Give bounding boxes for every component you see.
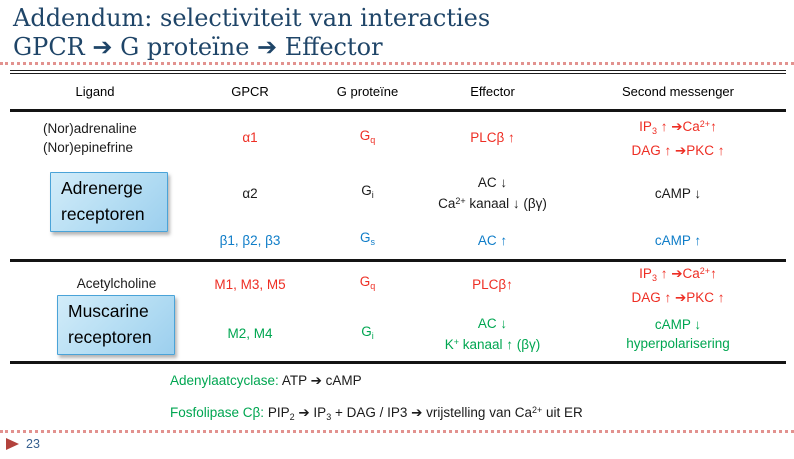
cell-secondmessenger-camp-down: cAMP ↓ [654, 185, 702, 201]
adrenerge-receptoren-box: Adrenerge receptoren [50, 172, 168, 232]
slide-title: Addendum: selectiviteit van interacties [13, 4, 491, 32]
table-row: (Nor)adrenaline (Nor)epinefrine α1 Gq PLC… [10, 110, 786, 164]
col-header-effector: Effector [470, 83, 515, 99]
cell-ligand-acetylcholine: Acetylcholine Muscarine receptoren [10, 260, 180, 363]
cell-gprotein-gi-musc: Gi [361, 323, 374, 341]
note-adenylaatcyclase: Adenylaatcyclase: ATP ➔ cAMP [170, 373, 362, 388]
cell-effector-ac-ca-kanaal: AC ↓ Ca2+ kanaal ↓ (βγ) [438, 175, 547, 211]
ligand-acetylcholine-label: Acetylcholine [76, 275, 157, 291]
col-header-gpcr: GPCR [231, 83, 269, 99]
cell-gpcr-alpha1: α1 [242, 130, 258, 146]
cell-gprotein-gq-musc: Gq [359, 274, 376, 291]
muscarine-receptoren-box: Muscarine receptoren [57, 294, 175, 355]
cell-ligand-noradrenaline: (Nor)adrenaline (Nor)epinefrine [43, 120, 137, 155]
cell-gprotein-gi: Gi [361, 183, 374, 200]
table-row: β1, β2, β3 Gs AC ↑ cAMP ↑ [10, 222, 786, 260]
cell-secondmessenger-ip3-dag: IP3 ↑ ➔Ca2+↑ DAG ↑ ➔PKC ↑ [631, 119, 725, 159]
footnotes: Adenylaatcyclase: ATP ➔ cAMP Fosfolipase… [170, 372, 583, 439]
box-label-line: Adrenerge [61, 178, 143, 198]
slide-subtitle: GPCR ➔ G proteïne ➔ Effector [13, 33, 383, 61]
cell-effector-plcb: PLCβ ↑ [470, 130, 515, 146]
divider-dotted-bottom [0, 430, 794, 433]
muscarine-section: Acetylcholine Muscarine receptoren M1, M… [10, 260, 786, 363]
col-header-second-messenger: Second messenger [621, 83, 734, 99]
cell-gpcr-alpha2: α2 [242, 185, 258, 201]
cell-gpcr-m135: M1, M3, M5 [214, 276, 286, 292]
note-fosfolipase: Fosfolipase Cβ: PIP2 ➔ IP3 + DAG / IP3 ➔… [170, 405, 583, 422]
table-header-row: Ligand GPCR G proteïne Effector Second m… [10, 74, 786, 110]
cell-effector-ac-up: AC ↑ [477, 232, 508, 248]
title-block: Addendum: selectiviteit van interacties … [13, 4, 490, 62]
box-label-line: receptoren [68, 326, 152, 347]
page-number: 23 [26, 437, 40, 451]
cell-secondmessenger-camp-hyperpol: cAMP ↓ hyperpolarisering [626, 316, 730, 351]
table-row: Acetylcholine Muscarine receptoren M1, M… [10, 260, 786, 355]
footer: 23 [6, 437, 40, 451]
divider-dotted-top [0, 62, 794, 65]
adrenerge-section: (Nor)adrenaline (Nor)epinefrine α1 Gq PLC… [10, 110, 786, 260]
col-header-ligand: Ligand [75, 83, 115, 99]
col-header-gproteine: G proteïne [336, 83, 399, 99]
cell-ligand-adrenerge: Adrenerge receptoren [10, 164, 180, 260]
cell-effector-plcb-musc: PLCβ↑ [472, 276, 513, 292]
cell-gprotein-gs: Gs [359, 230, 375, 248]
footer-triangle-icon [6, 438, 19, 450]
table-row: Adrenerge receptoren α2 Gi AC ↓ Ca2+ kana… [10, 164, 786, 232]
cell-secondmessenger-ip3-dag-musc: IP3 ↑ ➔Ca2+↑ DAG ↑ ➔PKC ↑ [631, 265, 725, 305]
cell-gprotein-gq: Gq [359, 127, 376, 145]
box-label-line: Muscarine [68, 300, 149, 321]
table-row: M2, M4 Gi AC ↓ K+ kanaal ↑ (βγ) cAMP ↓ hyp… [10, 307, 786, 363]
box-label-line: receptoren [61, 204, 145, 224]
selectivity-table: Ligand GPCR G proteïne Effector Second m… [10, 70, 786, 364]
cell-secondmessenger-camp-up: cAMP ↑ [654, 232, 702, 248]
cell-gpcr-m24: M2, M4 [227, 326, 273, 342]
cell-effector-ac-k-kanaal: AC ↓ K+ kanaal ↑ (βγ) [444, 315, 541, 352]
cell-gpcr-beta123: β1, β2, β3 [219, 232, 281, 248]
